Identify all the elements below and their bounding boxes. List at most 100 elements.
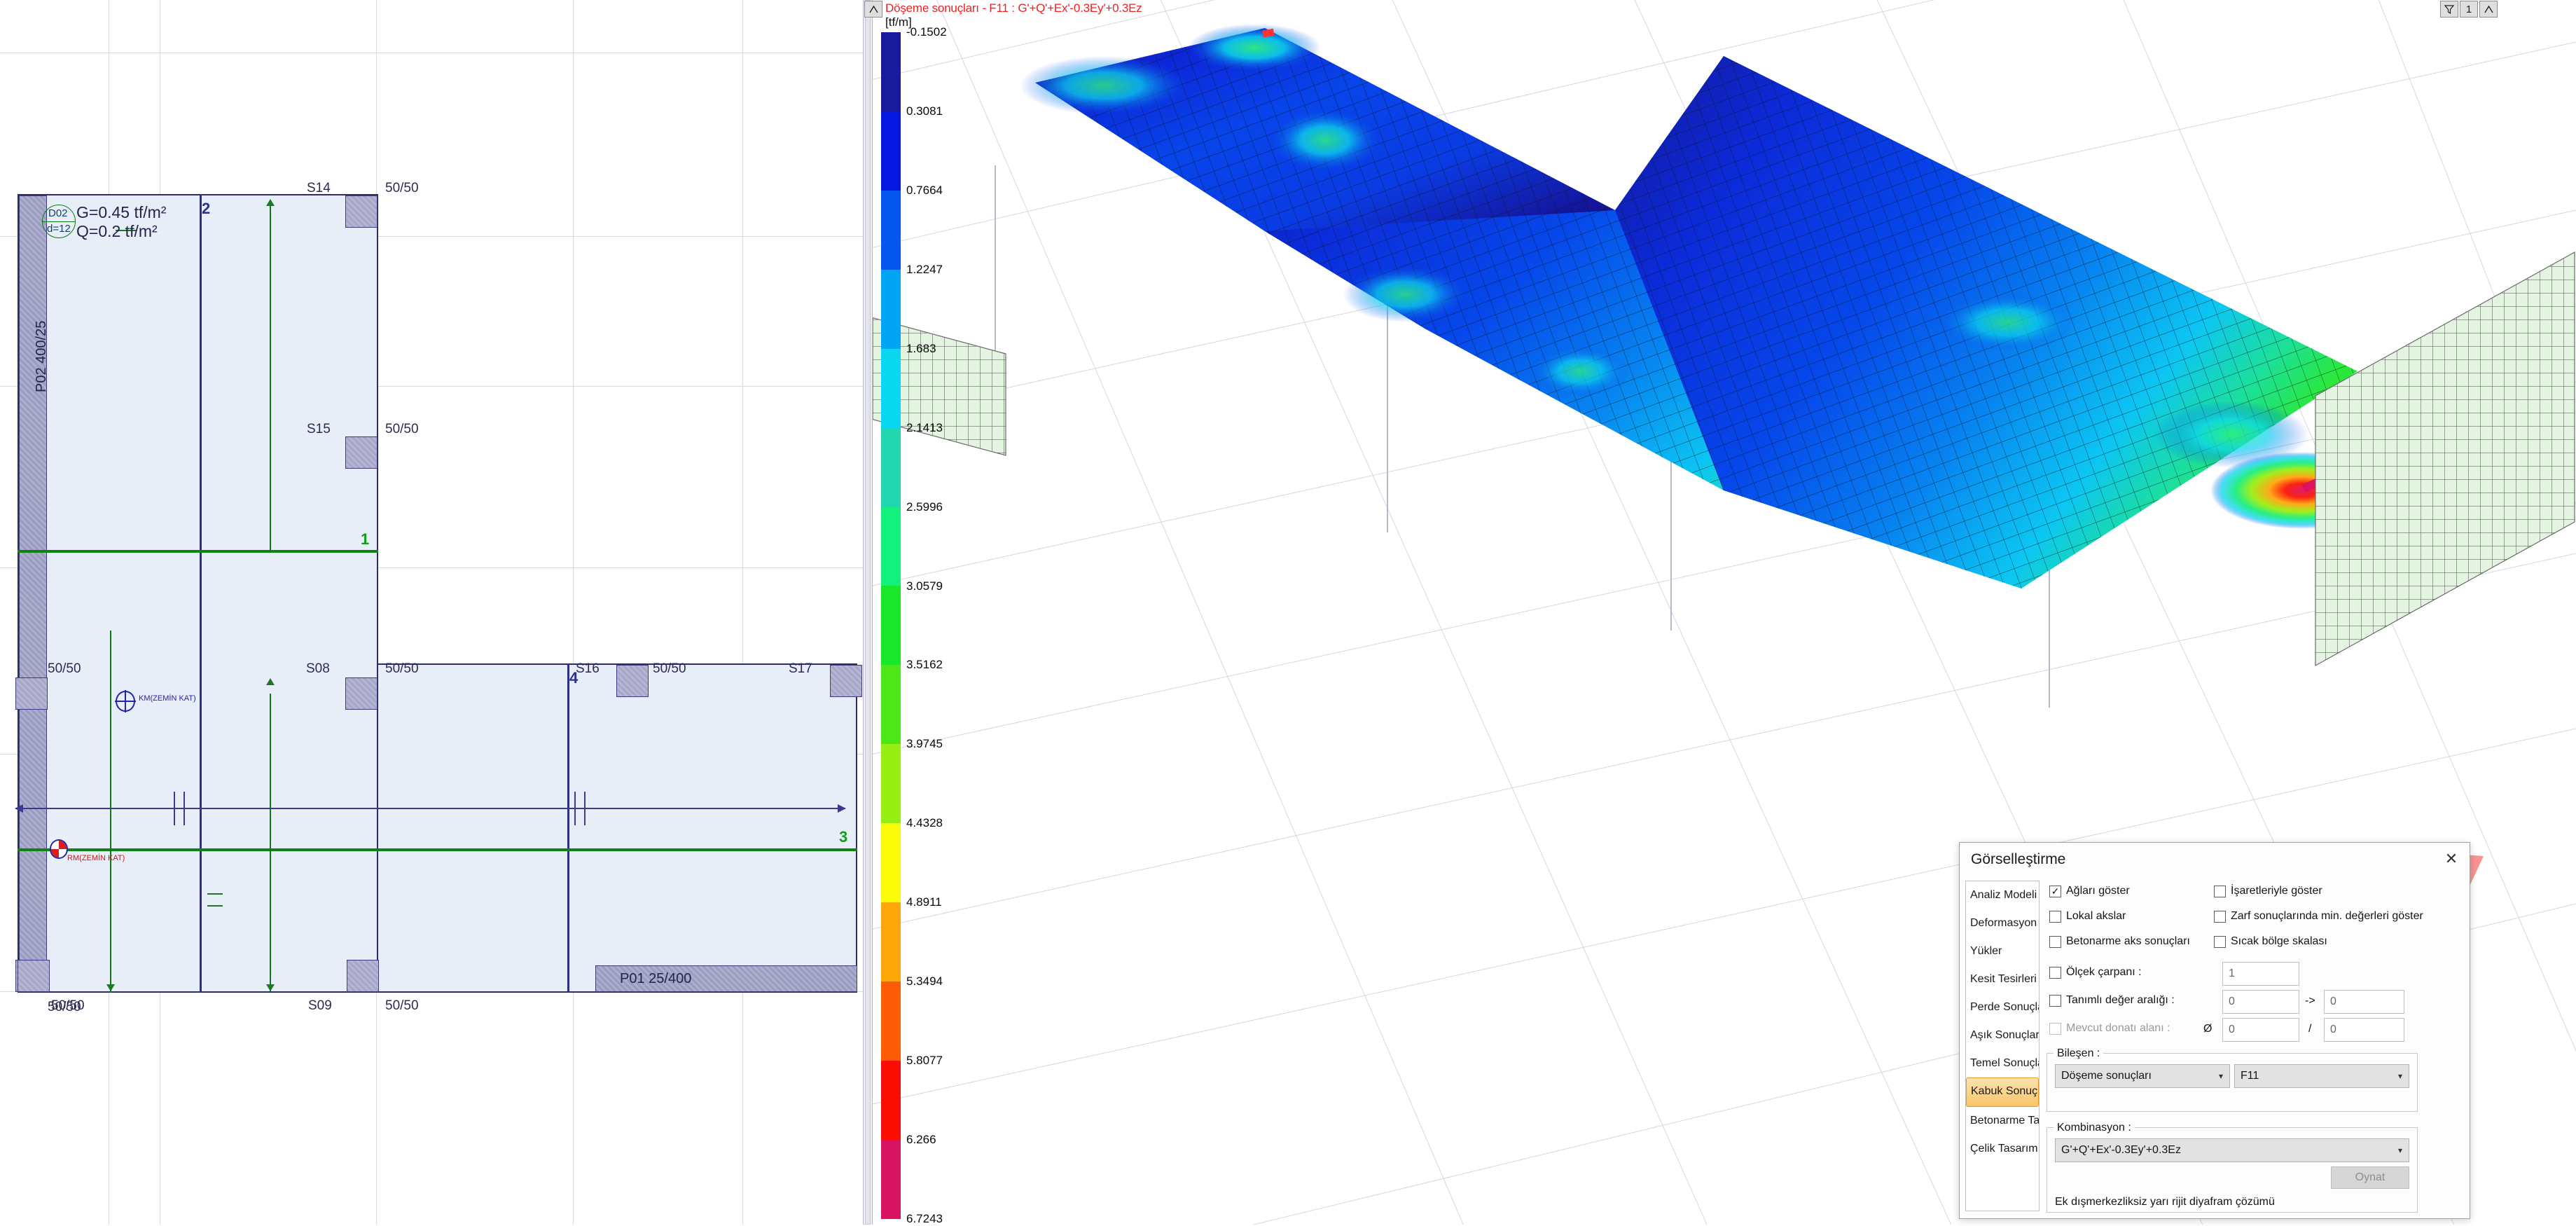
column-s17[interactable] bbox=[830, 665, 862, 697]
combination-value: G'+Q'+Ex'-0.3Ey'+0.3Ez bbox=[2061, 1144, 2181, 1156]
component-primary-select[interactable]: Döşeme sonuçları ▾ bbox=[2055, 1064, 2230, 1088]
colorbar-band bbox=[881, 744, 901, 824]
component-group-label: Bileşen : bbox=[2054, 1047, 2104, 1060]
column-s16[interactable] bbox=[616, 665, 649, 697]
value-range-arrow: -> bbox=[2305, 995, 2315, 1007]
checkbox-show-meshes[interactable]: ✓ Ağları göster bbox=[2049, 885, 2130, 897]
scale-factor-input[interactable]: 1 bbox=[2222, 962, 2299, 986]
checkbox-box-hot-zone-scale[interactable] bbox=[2214, 935, 2226, 948]
colorbar-tick-label: 4.8911 bbox=[906, 895, 942, 909]
checkbox-local-axes[interactable]: Lokal akslar bbox=[2049, 910, 2126, 923]
value-range-to-input[interactable]: 0 bbox=[2324, 990, 2404, 1014]
green-cap bbox=[116, 230, 137, 231]
checkbox-label-existing-rebar: Mevcut donatı alanı : bbox=[2066, 1022, 2170, 1034]
column-left-upper[interactable] bbox=[15, 677, 48, 710]
rebar-diameter-input: 0 bbox=[2222, 1018, 2299, 1042]
dialog-category-item[interactable]: Betonarme Tas... bbox=[1970, 1115, 2039, 1127]
colorbar-band bbox=[881, 427, 901, 507]
play-button[interactable]: Oynat bbox=[2331, 1166, 2409, 1189]
checkbox-label-local-axes: Lokal akslar bbox=[2066, 910, 2126, 922]
column-s08[interactable] bbox=[345, 677, 378, 710]
checkbox-scale-factor[interactable]: Ölçek çarpanı : bbox=[2049, 966, 2142, 979]
checkbox-box-value-range[interactable] bbox=[2049, 994, 2061, 1007]
column-bottom-left[interactable] bbox=[18, 960, 50, 992]
combination-group-box bbox=[2047, 1127, 2418, 1213]
plan-view-panel[interactable]: P02 400/25 P01 25/400 S14 50/50 S15 50/5… bbox=[0, 0, 863, 1225]
diameter-symbol: Ø bbox=[2203, 1023, 2213, 1035]
dialog-category-item[interactable]: Çelik Tasarım bbox=[1970, 1143, 2038, 1155]
slab-region-right[interactable] bbox=[377, 663, 857, 993]
load-tag-circle bbox=[42, 205, 76, 238]
checkbox-hot-zone-scale[interactable]: Sıcak bölge skalası bbox=[2214, 935, 2327, 948]
component-secondary-select[interactable]: F11 ▾ bbox=[2234, 1064, 2409, 1088]
colorbar-tick-label: 5.8077 bbox=[906, 1054, 943, 1068]
dialog-category-item[interactable]: Kesit Tesirleri bbox=[1970, 973, 2037, 985]
axis-line-4[interactable] bbox=[567, 663, 569, 993]
chevron-up-icon[interactable] bbox=[2479, 1, 2498, 18]
checkbox-box-local-axes[interactable] bbox=[2049, 910, 2061, 923]
column-s14[interactable] bbox=[345, 195, 378, 228]
rigidity-center-icon bbox=[50, 839, 68, 859]
dialog-category-item[interactable]: Analiz Modeli bbox=[1970, 889, 2037, 901]
dialog-category-item[interactable]: Deformasyon bbox=[1970, 917, 2037, 929]
chevron-down-icon-secondary: ▾ bbox=[2397, 1071, 2402, 1081]
wall-p01-label: P01 25/400 bbox=[620, 971, 692, 986]
checkbox-envelope-min[interactable]: Zarf sonuçlarında min. değerleri göster bbox=[2214, 910, 2423, 923]
axis-number-3: 3 bbox=[839, 828, 848, 846]
close-icon[interactable]: ✕ bbox=[2444, 850, 2458, 867]
dialog-category-item[interactable]: Temel Sonuçları bbox=[1970, 1057, 2039, 1069]
column-s09[interactable] bbox=[347, 960, 379, 992]
checkbox-box-scale-factor[interactable] bbox=[2049, 966, 2061, 979]
dialog-category-item[interactable]: Kabuk Sonuçları bbox=[1966, 1077, 2039, 1107]
column-s15[interactable] bbox=[345, 436, 378, 469]
checkbox-show-with-signs[interactable]: İşaretleriyle göster bbox=[2214, 885, 2322, 897]
wall-p01[interactable] bbox=[595, 965, 857, 992]
splitter-thumb[interactable] bbox=[865, 0, 871, 1225]
colorbar-tick-label: 6.266 bbox=[906, 1133, 936, 1147]
chevron-down-icon-primary: ▾ bbox=[2218, 1071, 2223, 1081]
mass-center-label: KM(ZEMİN KAT) bbox=[139, 694, 196, 703]
wall-p02-label: P02 400/25 bbox=[34, 320, 49, 392]
value-range-from-input[interactable]: 0 bbox=[2222, 990, 2299, 1014]
combination-select[interactable]: G'+Q'+Ex'-0.3Ey'+0.3Ez ▾ bbox=[2055, 1138, 2409, 1162]
colorbar-band bbox=[881, 111, 901, 191]
dialog-category-item[interactable]: Yükler bbox=[1970, 945, 2002, 957]
colorbar-tick-label: 0.3081 bbox=[906, 104, 943, 118]
diaphragm-note: Ek dışmerkezliksiz yarı rijit diyafram ç… bbox=[2055, 1196, 2275, 1208]
column-s08-size: 50/50 bbox=[385, 661, 419, 676]
column-s15-label: S15 bbox=[307, 422, 331, 436]
page-number-button[interactable]: 1 bbox=[2460, 1, 2478, 18]
model-3d-viewport[interactable]: Y X 1 bbox=[873, 0, 2576, 1225]
slab-region-left[interactable] bbox=[18, 194, 378, 993]
dialog-category-item[interactable]: Perde Sonuçları bbox=[1970, 1001, 2039, 1013]
green-axis-1[interactable] bbox=[18, 550, 378, 553]
colorbar-tick-label: -0.1502 bbox=[906, 25, 947, 39]
visualization-dialog[interactable]: Görselleştirme ✕ Analiz Modeli Deformasyo… bbox=[1959, 842, 2470, 1219]
collapse-panel-icon[interactable] bbox=[864, 1, 882, 18]
component-group-box bbox=[2047, 1053, 2418, 1112]
checkbox-value-range[interactable]: Tanımlı değer aralığı : bbox=[2049, 994, 2175, 1007]
checkbox-box-rebar-axis-results[interactable] bbox=[2049, 935, 2061, 948]
colorbar-band bbox=[881, 507, 901, 586]
rebar-slash: / bbox=[2308, 1023, 2312, 1035]
column-s17-label: S17 bbox=[789, 661, 812, 676]
filter-icon[interactable] bbox=[2440, 1, 2458, 18]
colorbar-tick-label: 3.9745 bbox=[906, 737, 943, 751]
checkbox-rebar-axis-results[interactable]: Betonarme aks sonuçları bbox=[2049, 935, 2190, 948]
axis-number-1: 1 bbox=[361, 530, 370, 548]
colorbar-band bbox=[881, 586, 901, 666]
column-s14-size: 50/50 bbox=[385, 181, 419, 195]
rebar-spacing-input: 0 bbox=[2324, 1018, 2404, 1042]
checkbox-box-show-meshes[interactable]: ✓ bbox=[2049, 885, 2061, 897]
dialog-category-list[interactable]: Analiz Modeli Deformasyon Yükler Kesit Tesi… bbox=[1965, 881, 2040, 1211]
wall-p02[interactable] bbox=[19, 195, 47, 991]
checkbox-existing-rebar: Mevcut donatı alanı : bbox=[2049, 1022, 2170, 1035]
axis-line-2[interactable] bbox=[200, 194, 202, 993]
dialog-category-item[interactable]: Aşık Sonuçları bbox=[1970, 1029, 2039, 1041]
green-guide-left bbox=[110, 631, 111, 993]
panel-splitter[interactable] bbox=[863, 0, 873, 1225]
legend-unit: [tf/m] bbox=[885, 15, 912, 29]
checkbox-box-envelope-min[interactable] bbox=[2214, 910, 2226, 923]
green-axis-3[interactable] bbox=[18, 848, 857, 851]
checkbox-box-show-with-signs[interactable] bbox=[2214, 885, 2226, 897]
